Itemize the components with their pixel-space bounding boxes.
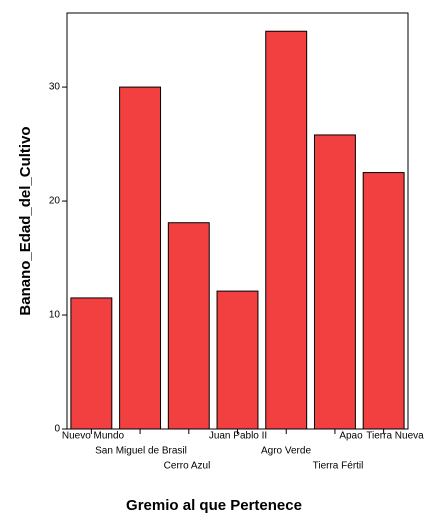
x-tick-label: Tierra Nueva <box>366 431 424 442</box>
x-tick-label: San Miguel de Brasil <box>95 446 187 457</box>
x-tick-label: Juan Pablo II <box>209 431 267 442</box>
x-tick-label: Tierra Fértil <box>313 461 364 472</box>
bar <box>70 297 113 430</box>
x-tick-label: Cerro Azul <box>164 461 211 472</box>
x-tick-label: Nuevo Mundo <box>62 431 125 442</box>
y-axis-title: Banano_Edad_del_Cultivo <box>17 126 34 315</box>
x-tick-label: Agro Verde <box>261 446 311 457</box>
bar <box>265 30 308 430</box>
x-axis-title: Gremio al que Pertenece <box>126 497 302 514</box>
bar <box>119 86 162 430</box>
bar <box>216 290 259 430</box>
y-tick-label: 30 <box>49 82 61 93</box>
y-tick-label: 20 <box>49 196 61 207</box>
y-tick-label: 10 <box>49 310 61 321</box>
y-tick-label: 0 <box>54 424 60 435</box>
bar <box>313 134 356 430</box>
x-tick-label: Apao <box>339 431 363 442</box>
bar <box>167 222 210 430</box>
bar <box>362 172 405 430</box>
